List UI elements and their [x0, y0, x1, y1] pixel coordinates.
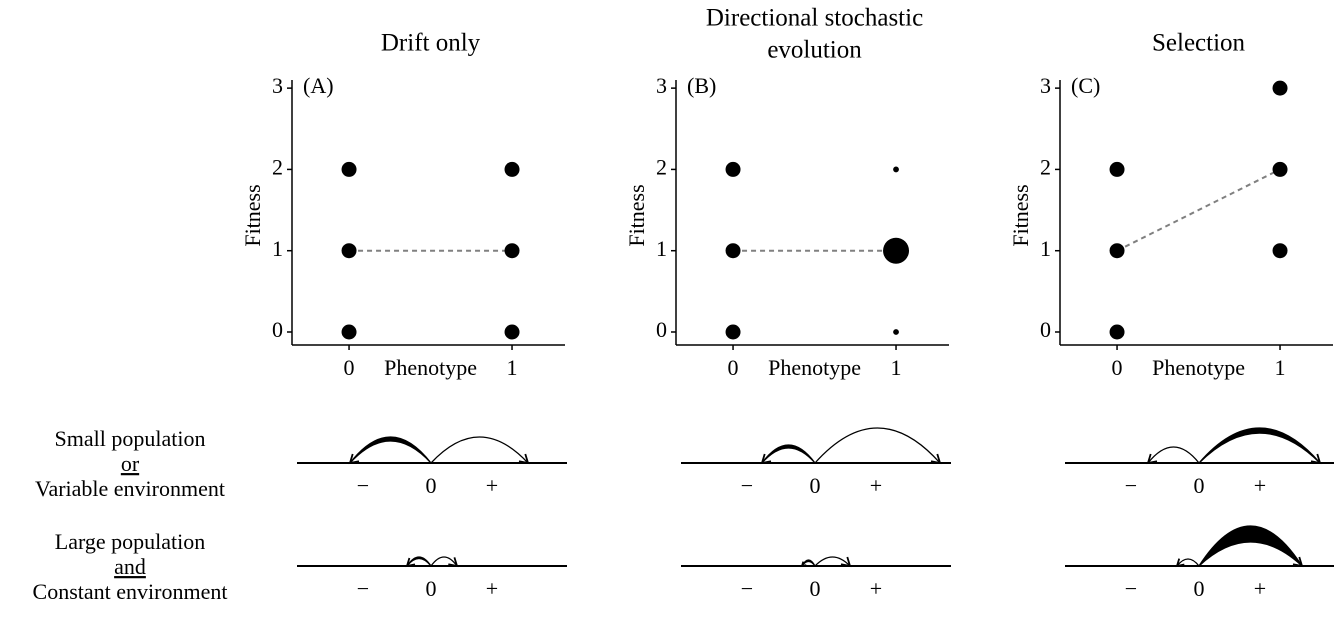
arc — [430, 436, 529, 464]
x-axis-label: Phenotype — [1152, 355, 1245, 380]
y-axis-label: Fitness — [1008, 184, 1033, 246]
axis-label: − — [357, 576, 369, 601]
y-tick-label: 0 — [1040, 317, 1051, 342]
x-tick-label: 0 — [1112, 355, 1123, 380]
x-tick-label: 1 — [507, 355, 518, 380]
axis-label: − — [357, 473, 369, 498]
arc — [761, 444, 816, 464]
y-tick-label: 2 — [656, 154, 667, 179]
axis-label: + — [870, 576, 882, 601]
y-tick-label: 1 — [1040, 236, 1051, 261]
point — [341, 161, 357, 177]
arc — [814, 556, 851, 567]
arc — [1147, 446, 1200, 464]
chart-title: Selection — [1152, 30, 1246, 57]
point — [1109, 324, 1125, 340]
row-label: Constant environment — [33, 579, 228, 604]
arc — [430, 556, 458, 567]
arc — [349, 436, 432, 464]
y-axis-label: Fitness — [624, 184, 649, 246]
point — [1109, 161, 1125, 177]
point — [883, 237, 910, 264]
point — [725, 243, 741, 259]
point — [341, 243, 357, 259]
x-axis-label: Phenotype — [384, 355, 477, 380]
point — [893, 329, 899, 335]
axis-label: + — [1254, 473, 1266, 498]
axis-label: − — [741, 473, 753, 498]
x-tick-label: 1 — [891, 355, 902, 380]
y-tick-label: 1 — [272, 236, 283, 261]
axis-label: 0 — [810, 576, 821, 601]
row-label: Small population — [55, 426, 206, 451]
x-tick-label: 0 — [344, 355, 355, 380]
point — [725, 161, 741, 177]
y-axis-label: Fitness — [240, 184, 265, 246]
arc — [814, 427, 941, 464]
y-tick-label: 3 — [656, 73, 667, 98]
axis-label: 0 — [1194, 473, 1205, 498]
y-tick-label: 2 — [1040, 154, 1051, 179]
row-label: or — [121, 451, 140, 476]
point — [1272, 161, 1288, 177]
y-tick-label: 3 — [1040, 73, 1051, 98]
axis-label: 0 — [810, 473, 821, 498]
panel-label: (C) — [1071, 73, 1100, 98]
y-tick-label: 3 — [272, 73, 283, 98]
axis-label: 0 — [1194, 576, 1205, 601]
point — [341, 324, 357, 340]
axis-label: + — [486, 473, 498, 498]
point — [504, 243, 520, 259]
arc — [1198, 525, 1303, 567]
point — [1109, 243, 1125, 259]
axis-label: 0 — [426, 576, 437, 601]
mean-line — [1116, 168, 1281, 252]
point — [504, 161, 520, 177]
y-tick-label: 0 — [272, 317, 283, 342]
axis-label: + — [870, 473, 882, 498]
y-tick-label: 2 — [272, 154, 283, 179]
y-tick-label: 0 — [656, 317, 667, 342]
x-axis-label: Phenotype — [768, 355, 861, 380]
point — [893, 166, 899, 173]
axis-label: + — [1254, 576, 1266, 601]
arc — [1176, 558, 1200, 567]
panel-label: (B) — [687, 73, 716, 98]
axis-label: 0 — [426, 473, 437, 498]
panel-label: (A) — [303, 73, 334, 98]
x-tick-label: 0 — [728, 355, 739, 380]
x-tick-label: 1 — [1275, 355, 1286, 380]
chart-title: Directional stochastic — [706, 5, 923, 32]
point — [1272, 80, 1288, 96]
point — [504, 324, 520, 340]
row-label: and — [114, 554, 146, 579]
axis-label: − — [741, 576, 753, 601]
arc — [1198, 427, 1321, 464]
axis-label: − — [1125, 473, 1137, 498]
axis-label: + — [486, 576, 498, 601]
chart-title: Drift only — [381, 30, 481, 57]
point — [725, 324, 741, 340]
point — [1272, 243, 1288, 259]
chart-title: evolution — [767, 37, 862, 64]
row-label: Variable environment — [35, 476, 225, 501]
row-label: Large population — [55, 529, 206, 554]
axis-label: − — [1125, 576, 1137, 601]
y-tick-label: 1 — [656, 236, 667, 261]
